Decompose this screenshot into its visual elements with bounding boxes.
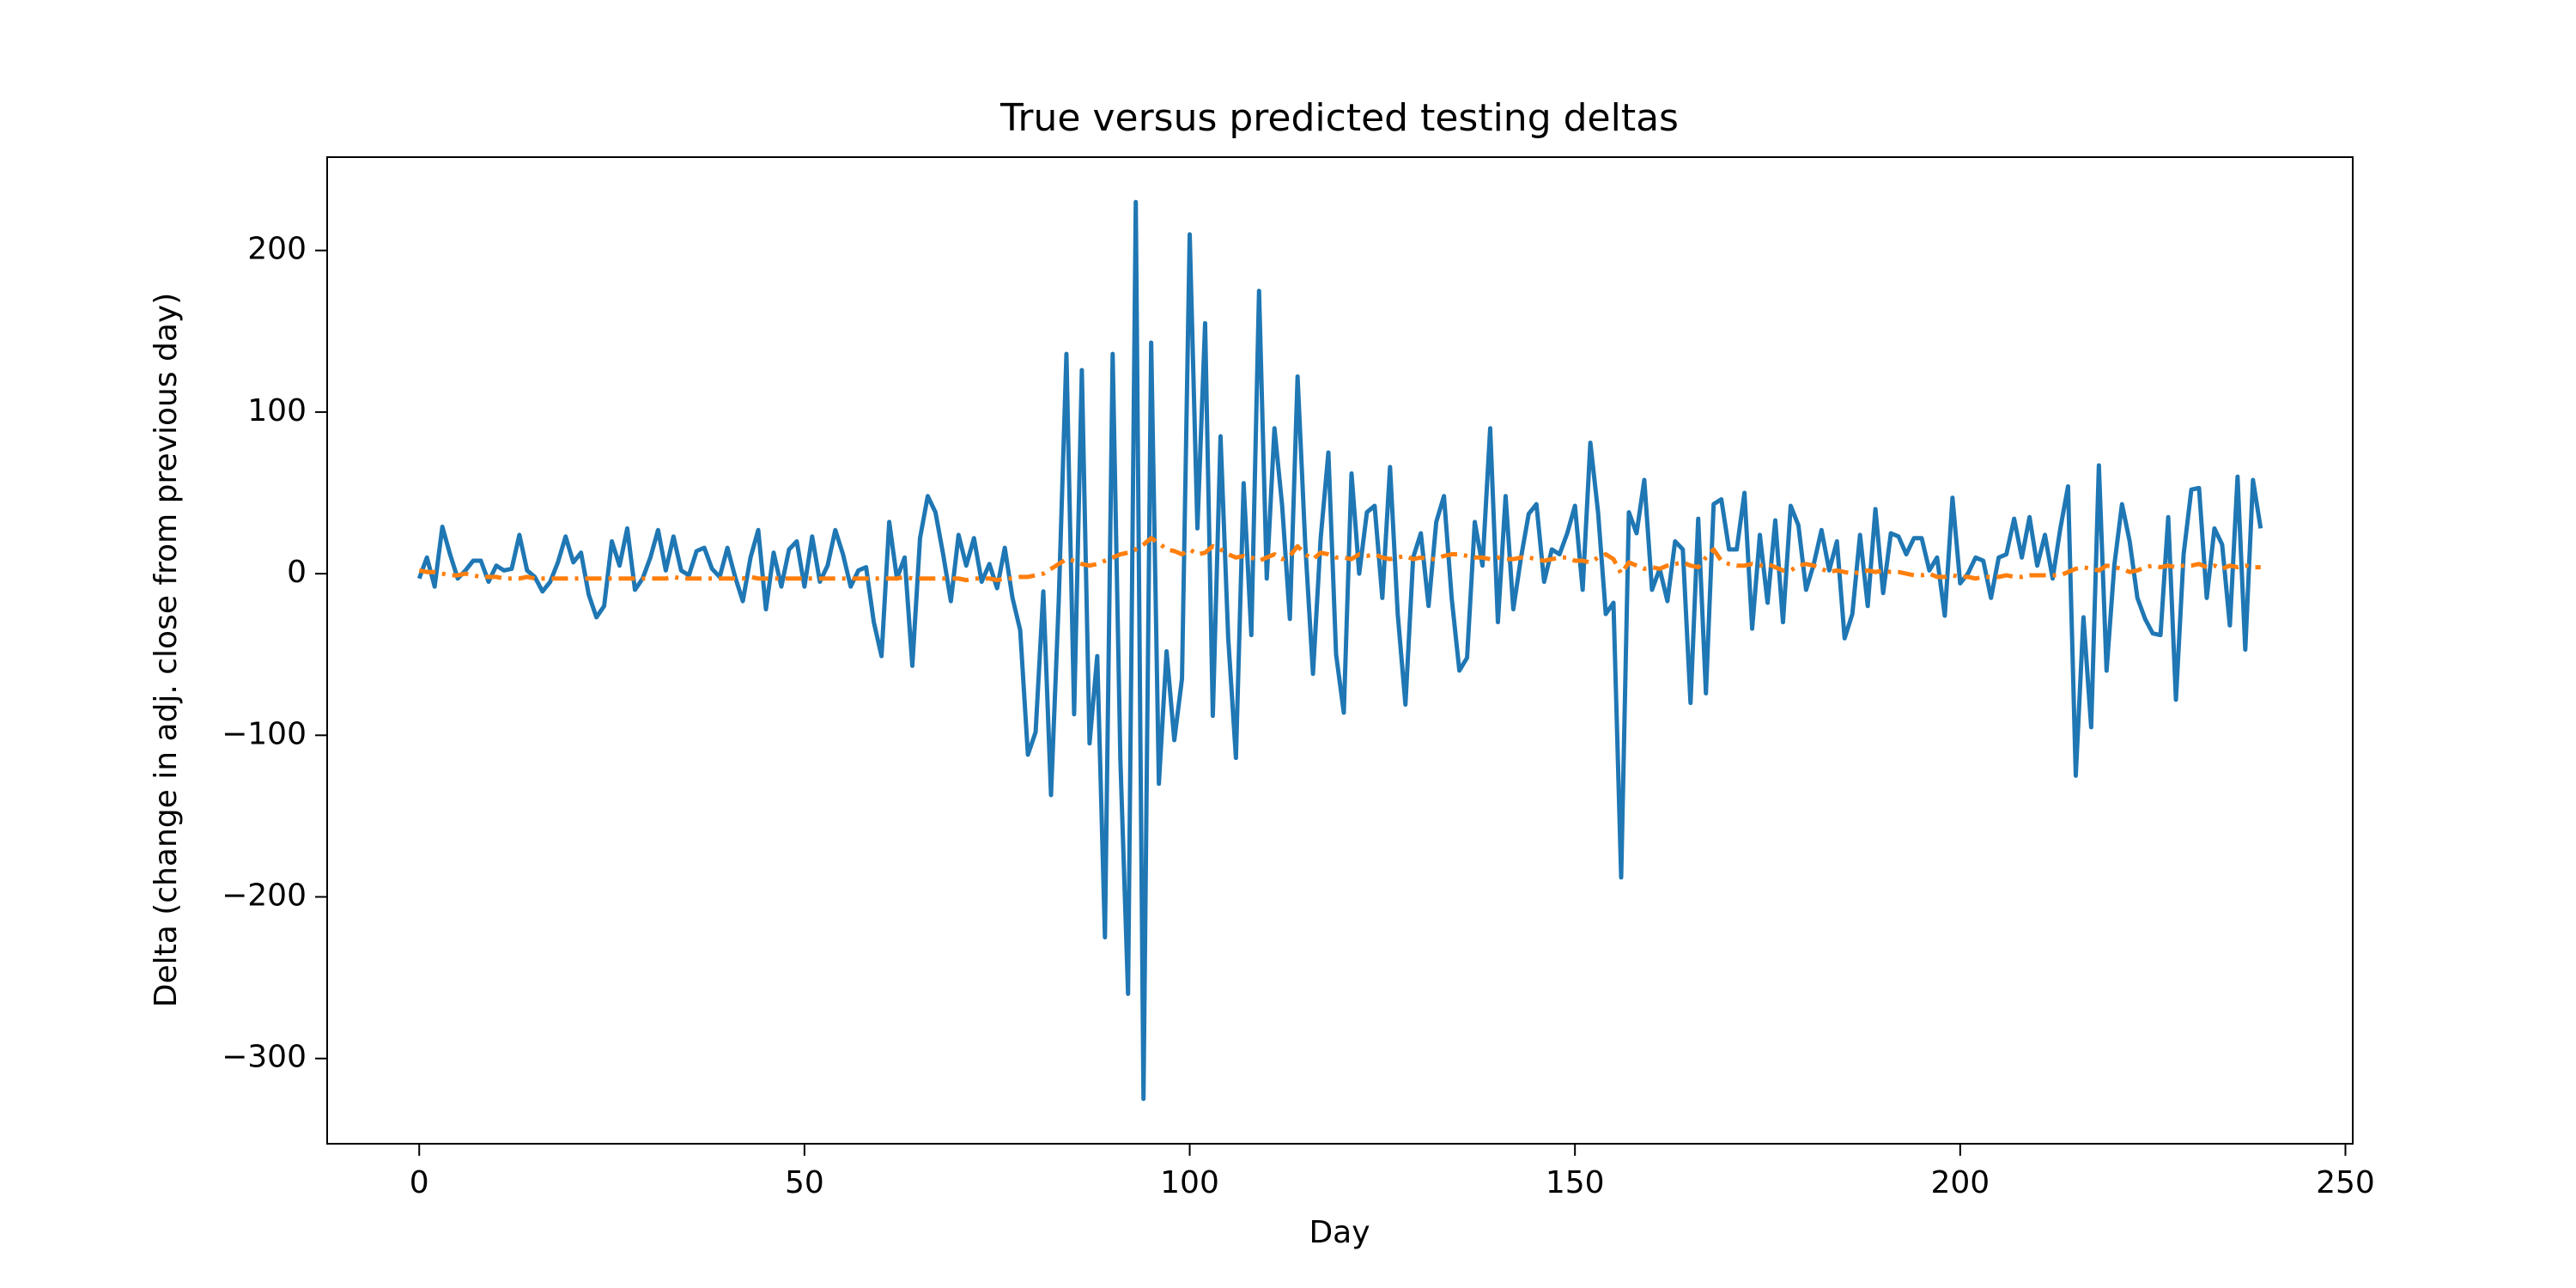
x-tick-label: 200	[1930, 1165, 1990, 1200]
x-tick-label: 100	[1160, 1165, 1219, 1200]
y-axis-label: Delta (change in adj. close from previou…	[149, 293, 184, 1008]
y-tick-label: −200	[222, 878, 307, 914]
x-tick-label: 50	[785, 1165, 824, 1200]
x-axis-label: Day	[1309, 1215, 1370, 1250]
data-line	[416, 199, 2263, 1102]
y-tick-label: 200	[247, 232, 307, 267]
y-tick-label: −300	[222, 1040, 307, 1075]
y-tick-label: 100	[247, 393, 307, 428]
x-tick-label: 0	[410, 1165, 429, 1200]
y-tick-label: −100	[222, 716, 307, 751]
plot-frame	[326, 156, 2354, 1145]
chart-title: True versus predicted testing deltas	[999, 96, 1679, 140]
x-tick-label: 150	[1546, 1165, 1605, 1200]
y-tick-label: 0	[287, 555, 307, 590]
data-line	[418, 536, 2261, 583]
x-tick-label: 250	[2316, 1165, 2375, 1200]
